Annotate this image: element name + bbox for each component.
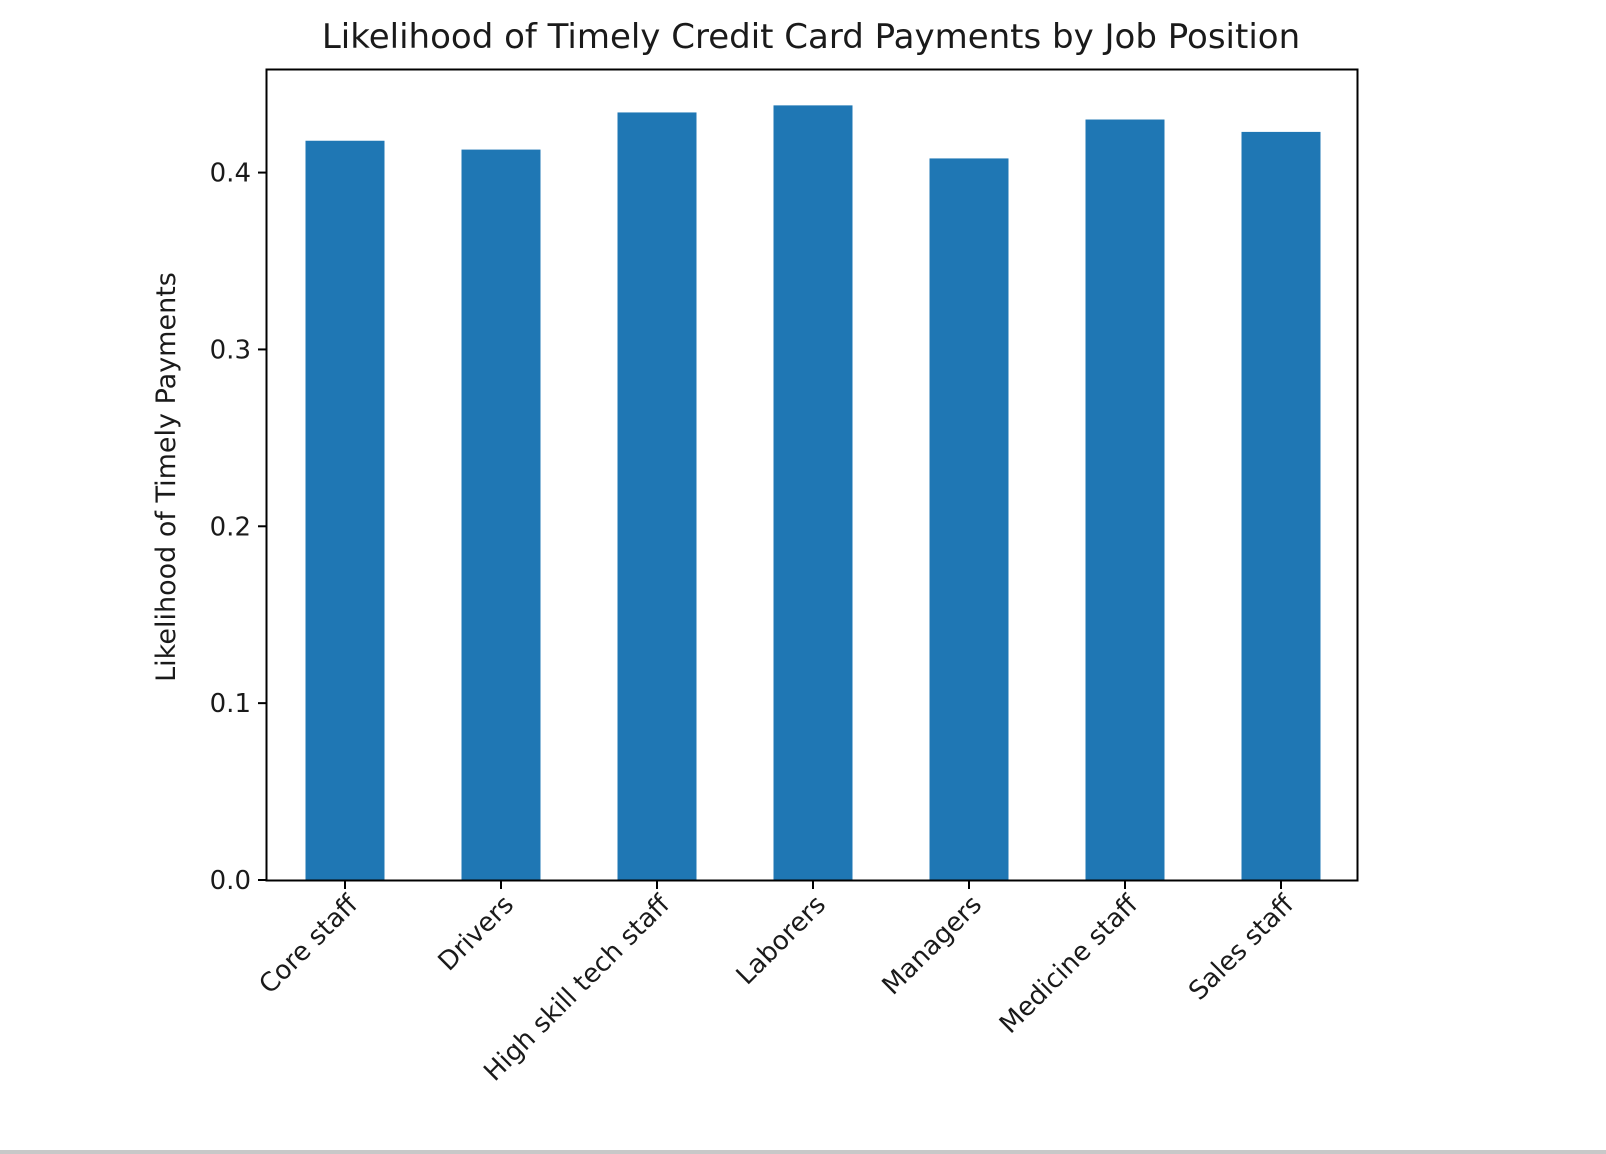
y-tick-label: 0.2 xyxy=(210,512,251,542)
bar-sales-staff xyxy=(1241,131,1321,881)
x-tick-label: Laborers xyxy=(731,890,832,991)
bottom-divider xyxy=(0,1150,1606,1154)
x-tick-label: Core staff xyxy=(254,889,365,1000)
y-tick-label: 0.3 xyxy=(210,335,251,365)
bars xyxy=(305,105,1321,881)
y-tick-label: 0.1 xyxy=(210,689,251,719)
bar-laborers xyxy=(773,105,853,881)
plot-area-frame xyxy=(265,68,1359,882)
bar-drivers xyxy=(461,149,541,881)
x-tick-label: Drivers xyxy=(433,890,520,977)
y-axis-ticks: 0.0 0.1 0.2 0.3 0.4 xyxy=(210,159,267,896)
x-tick-label: Sales staff xyxy=(1183,889,1300,1006)
bar-medicine-staff xyxy=(1085,119,1165,880)
y-axis-label: Likelihood of Timely Payments xyxy=(151,272,182,682)
bar-high-skill-tech-staff xyxy=(617,112,697,880)
y-tick-label: 0.4 xyxy=(210,159,251,189)
bar-managers xyxy=(929,158,1009,880)
x-tick-label: Managers xyxy=(877,890,988,1001)
x-tick-label: Medicine staff xyxy=(994,889,1145,1040)
bar-core-staff xyxy=(305,140,385,880)
chart-title: Likelihood of Timely Credit Card Payment… xyxy=(322,17,1300,57)
y-tick-label: 0.0 xyxy=(210,866,251,896)
